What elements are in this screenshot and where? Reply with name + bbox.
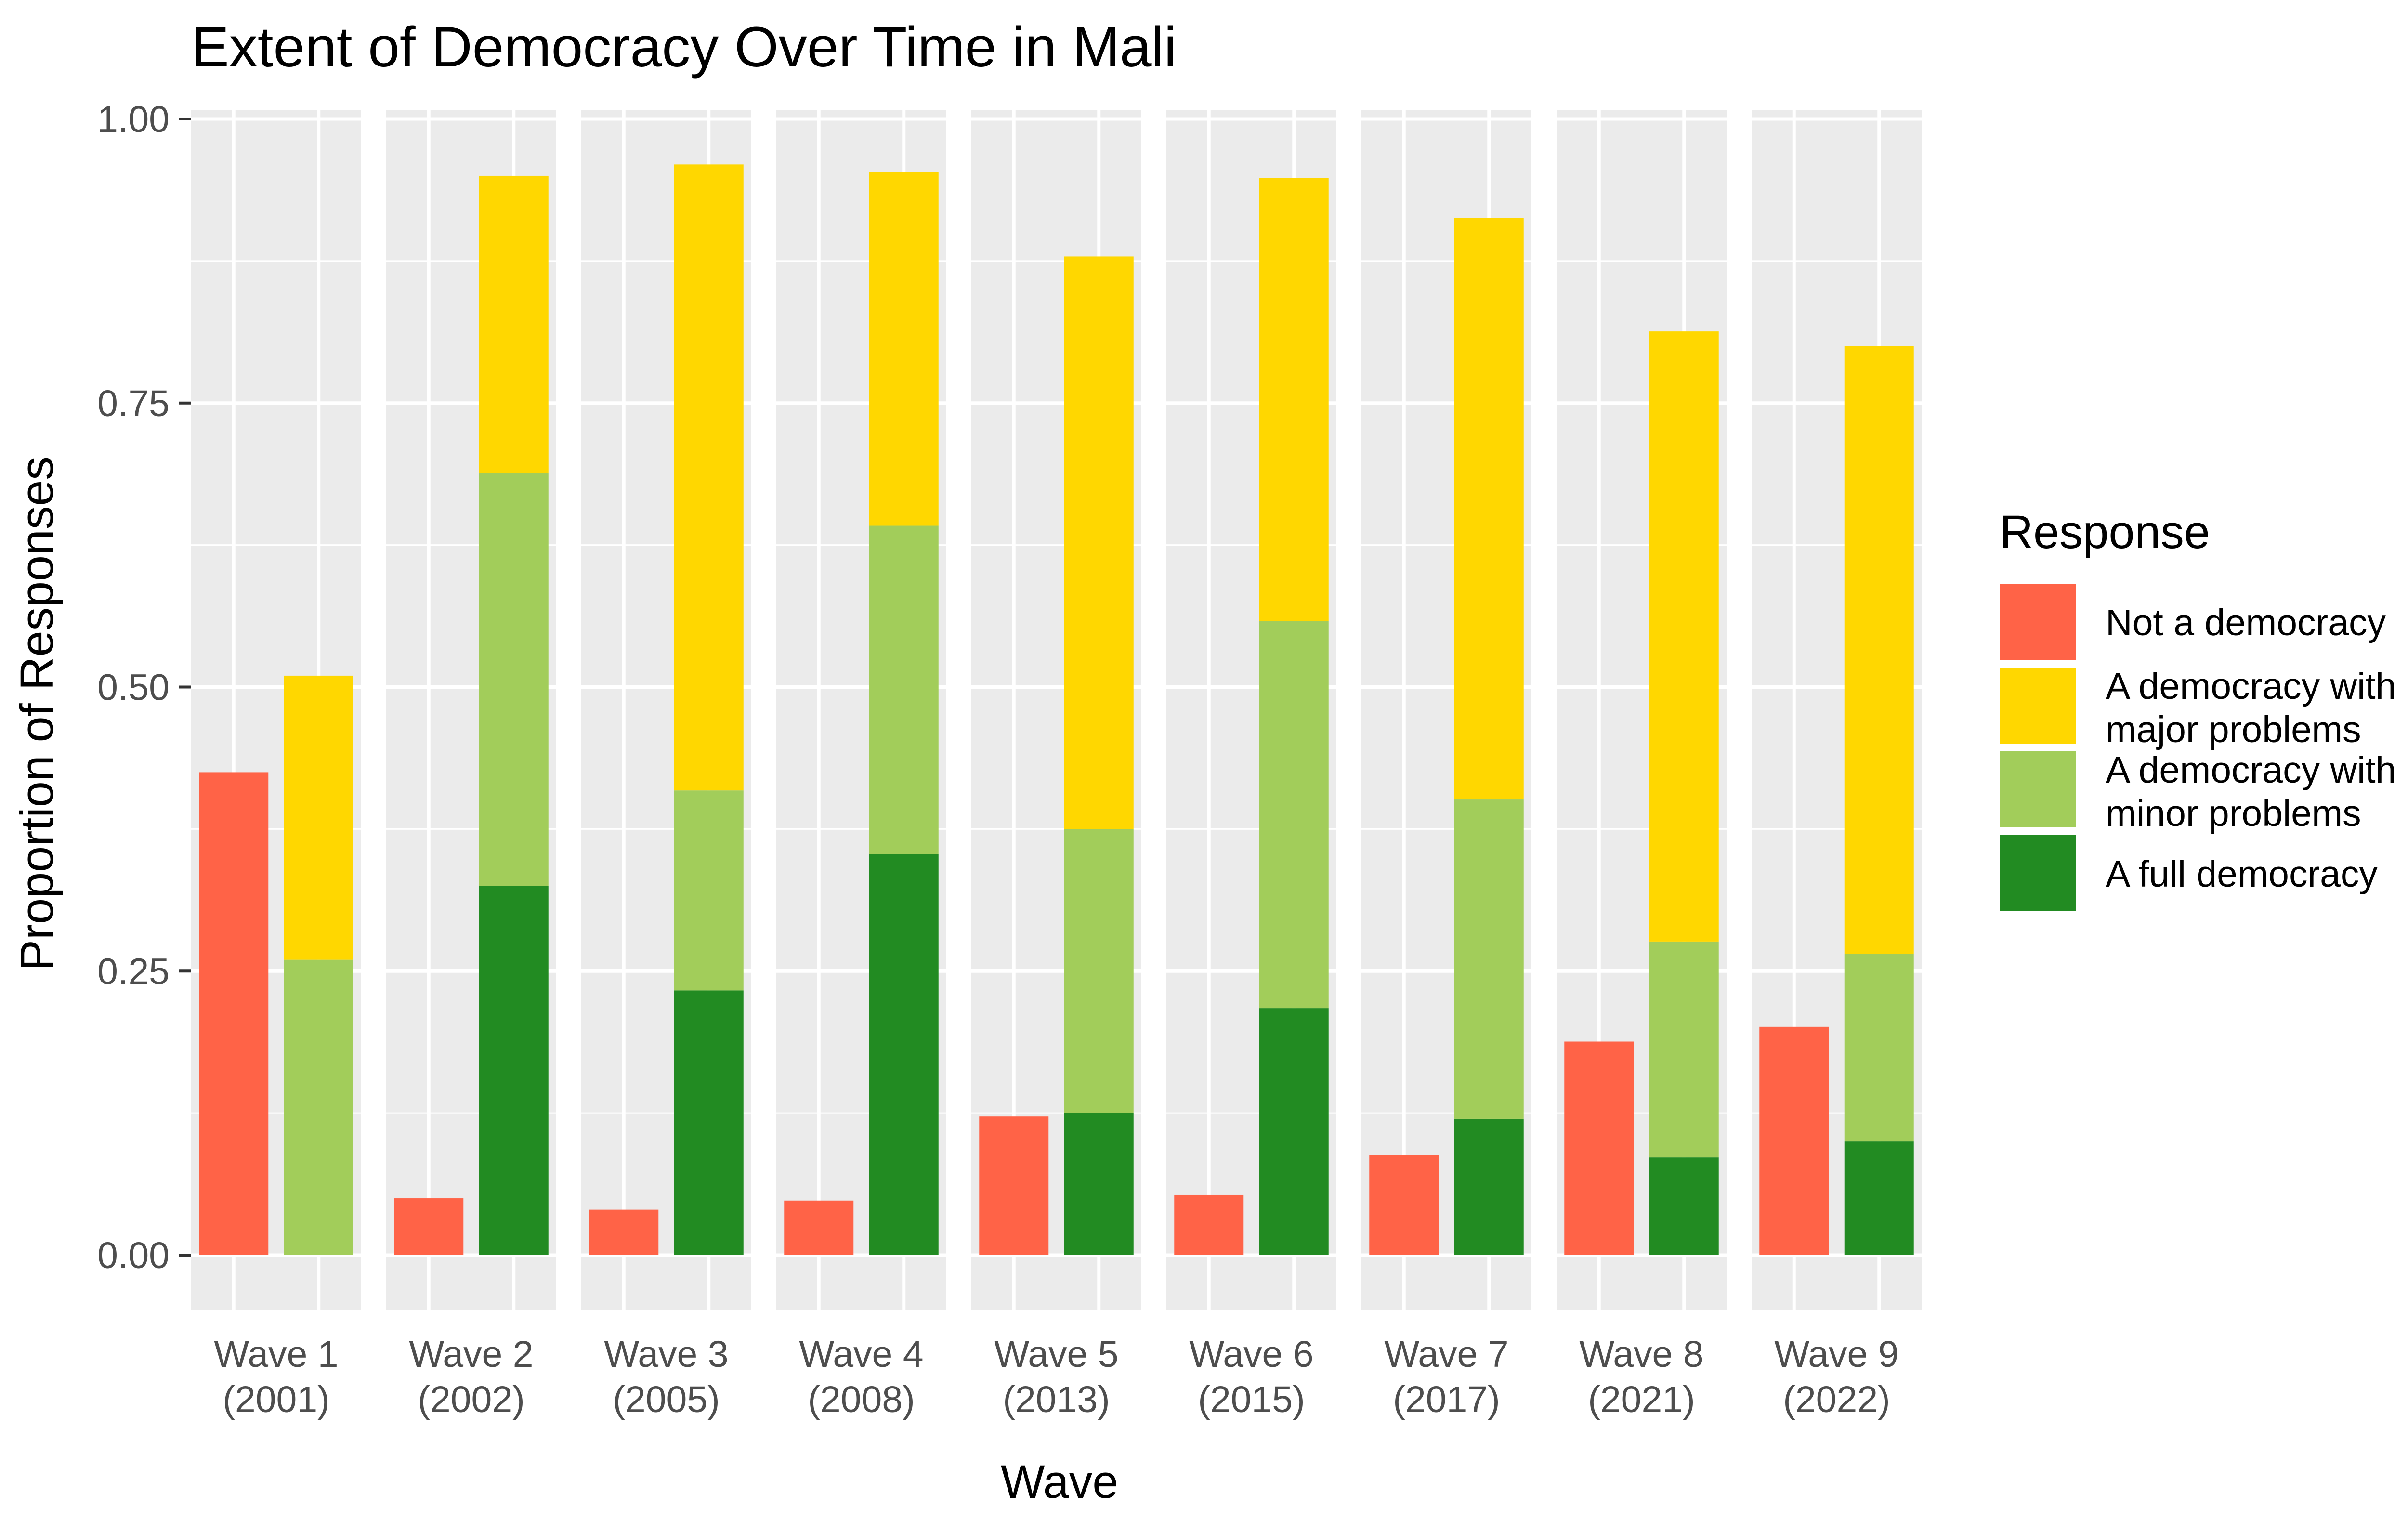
bar-segment-full-democracy: [1649, 1157, 1719, 1255]
bar-not-a-democracy: [394, 1198, 464, 1255]
legend-key: [2000, 751, 2076, 827]
facet-panel: [1752, 110, 1922, 1310]
legend-label: major problems: [2106, 709, 2361, 750]
facet-panel: [191, 110, 361, 1310]
bar-not-a-democracy: [784, 1200, 854, 1255]
bar-not-a-democracy: [199, 772, 269, 1255]
bar-not-a-democracy: [1369, 1155, 1439, 1255]
bar-not-a-democracy: [979, 1116, 1049, 1255]
bar-segment-full-democracy: [869, 854, 939, 1255]
bar-segment-major-problems: [674, 164, 744, 791]
bar-segment-full-democracy: [1064, 1113, 1134, 1255]
legend-title: Response: [2000, 506, 2210, 558]
chart-title: Extent of Democracy Over Time in Mali: [191, 15, 1177, 79]
bar-not-a-democracy: [1564, 1041, 1634, 1255]
bar-segment-minor-problems: [1844, 954, 1914, 1142]
y-axis-title: Proportion of Responses: [11, 457, 63, 971]
x-tick-label-year: (2021): [1588, 1379, 1695, 1420]
x-tick-label-year: (2005): [613, 1379, 720, 1420]
legend-label: Not a democracy: [2106, 602, 2386, 643]
x-tick-label-wave: Wave 2: [409, 1334, 533, 1375]
bar-not-a-democracy: [1174, 1194, 1244, 1255]
legend-key: [2000, 584, 2076, 660]
bar-not-a-democracy: [589, 1209, 659, 1255]
bar-segment-minor-problems: [284, 959, 353, 1255]
facet-panels: [191, 110, 1922, 1310]
legend-key: [2000, 835, 2076, 911]
bar-segment-major-problems: [284, 675, 353, 960]
legend-label: minor problems: [2106, 793, 2361, 834]
x-axis-labels: Wave 1(2001) Wave 2(2002) Wave 3(2005) Wave…: [214, 1334, 1898, 1420]
facet-panel: [776, 110, 946, 1310]
bar-segment-minor-problems: [674, 790, 744, 991]
legend-key: [2000, 668, 2076, 744]
bar-segment-full-democracy: [479, 886, 549, 1255]
x-tick-label-wave: Wave 8: [1579, 1334, 1703, 1375]
x-tick-label-wave: Wave 9: [1774, 1334, 1898, 1375]
x-axis-title: Wave: [1001, 1455, 1118, 1508]
x-tick-label-year: (2013): [1003, 1379, 1110, 1420]
x-tick-label-wave: Wave 4: [799, 1334, 923, 1375]
y-tick-label: 0.50: [97, 667, 170, 708]
y-tick-label: 0.75: [97, 383, 170, 424]
bar-segment-major-problems: [1649, 331, 1719, 942]
x-tick-label-year: (2017): [1393, 1379, 1500, 1420]
y-tick-label: 1.00: [97, 99, 170, 140]
x-tick-label-year: (2008): [808, 1379, 915, 1420]
legend-label: A democracy with: [2106, 749, 2396, 791]
bar-segment-full-democracy: [674, 990, 744, 1255]
bar-segment-full-democracy: [1259, 1008, 1329, 1255]
legend-label: A full democracy: [2106, 853, 2378, 895]
y-tick-label: 0.00: [97, 1235, 170, 1276]
x-tick-label-wave: Wave 1: [214, 1334, 338, 1375]
x-tick-label-wave: Wave 3: [604, 1334, 728, 1375]
x-tick-label-wave: Wave 6: [1189, 1334, 1313, 1375]
x-tick-label-year: (2015): [1198, 1379, 1305, 1420]
y-tick-label: 0.25: [97, 951, 170, 992]
facet-panel: [1557, 110, 1727, 1310]
facet-panel: [971, 110, 1141, 1310]
facet-panel: [1166, 110, 1336, 1310]
bar-segment-major-problems: [1259, 178, 1329, 621]
x-tick-label-year: (2001): [222, 1379, 330, 1420]
bar-segment-major-problems: [479, 175, 549, 474]
legend-label: A democracy with: [2106, 666, 2396, 707]
legend-item: A full democracy: [2000, 835, 2378, 911]
bar-segment-minor-problems: [1454, 799, 1524, 1119]
y-axis: 0.00 0.25 0.50 0.75 1.00: [97, 99, 191, 1276]
x-tick-label-wave: Wave 5: [994, 1334, 1118, 1375]
facet-panel: [581, 110, 751, 1310]
bar-segment-minor-problems: [869, 525, 939, 854]
bar-segment-minor-problems: [1064, 829, 1134, 1113]
bar-segment-minor-problems: [1649, 941, 1719, 1158]
x-tick-label-year: (2022): [1783, 1379, 1890, 1420]
legend: Response Not a democracy A democracy with…: [2000, 506, 2396, 911]
bar-segment-major-problems: [1844, 346, 1914, 954]
legend-item: Not a democracy: [2000, 584, 2386, 660]
bar-segment-minor-problems: [479, 473, 549, 886]
bar-segment-full-democracy: [1454, 1118, 1524, 1255]
x-tick-label-wave: Wave 7: [1384, 1334, 1508, 1375]
facet-panel: [386, 110, 556, 1310]
bar-segment-major-problems: [869, 172, 939, 526]
x-tick-label-year: (2002): [418, 1379, 525, 1420]
bar-segment-full-democracy: [1844, 1141, 1914, 1255]
bar-not-a-democracy: [1759, 1026, 1829, 1255]
facet-panel: [1361, 110, 1531, 1310]
bar-segment-minor-problems: [1259, 621, 1329, 1009]
bar-segment-major-problems: [1454, 218, 1524, 800]
bar-segment-major-problems: [1064, 256, 1134, 829]
